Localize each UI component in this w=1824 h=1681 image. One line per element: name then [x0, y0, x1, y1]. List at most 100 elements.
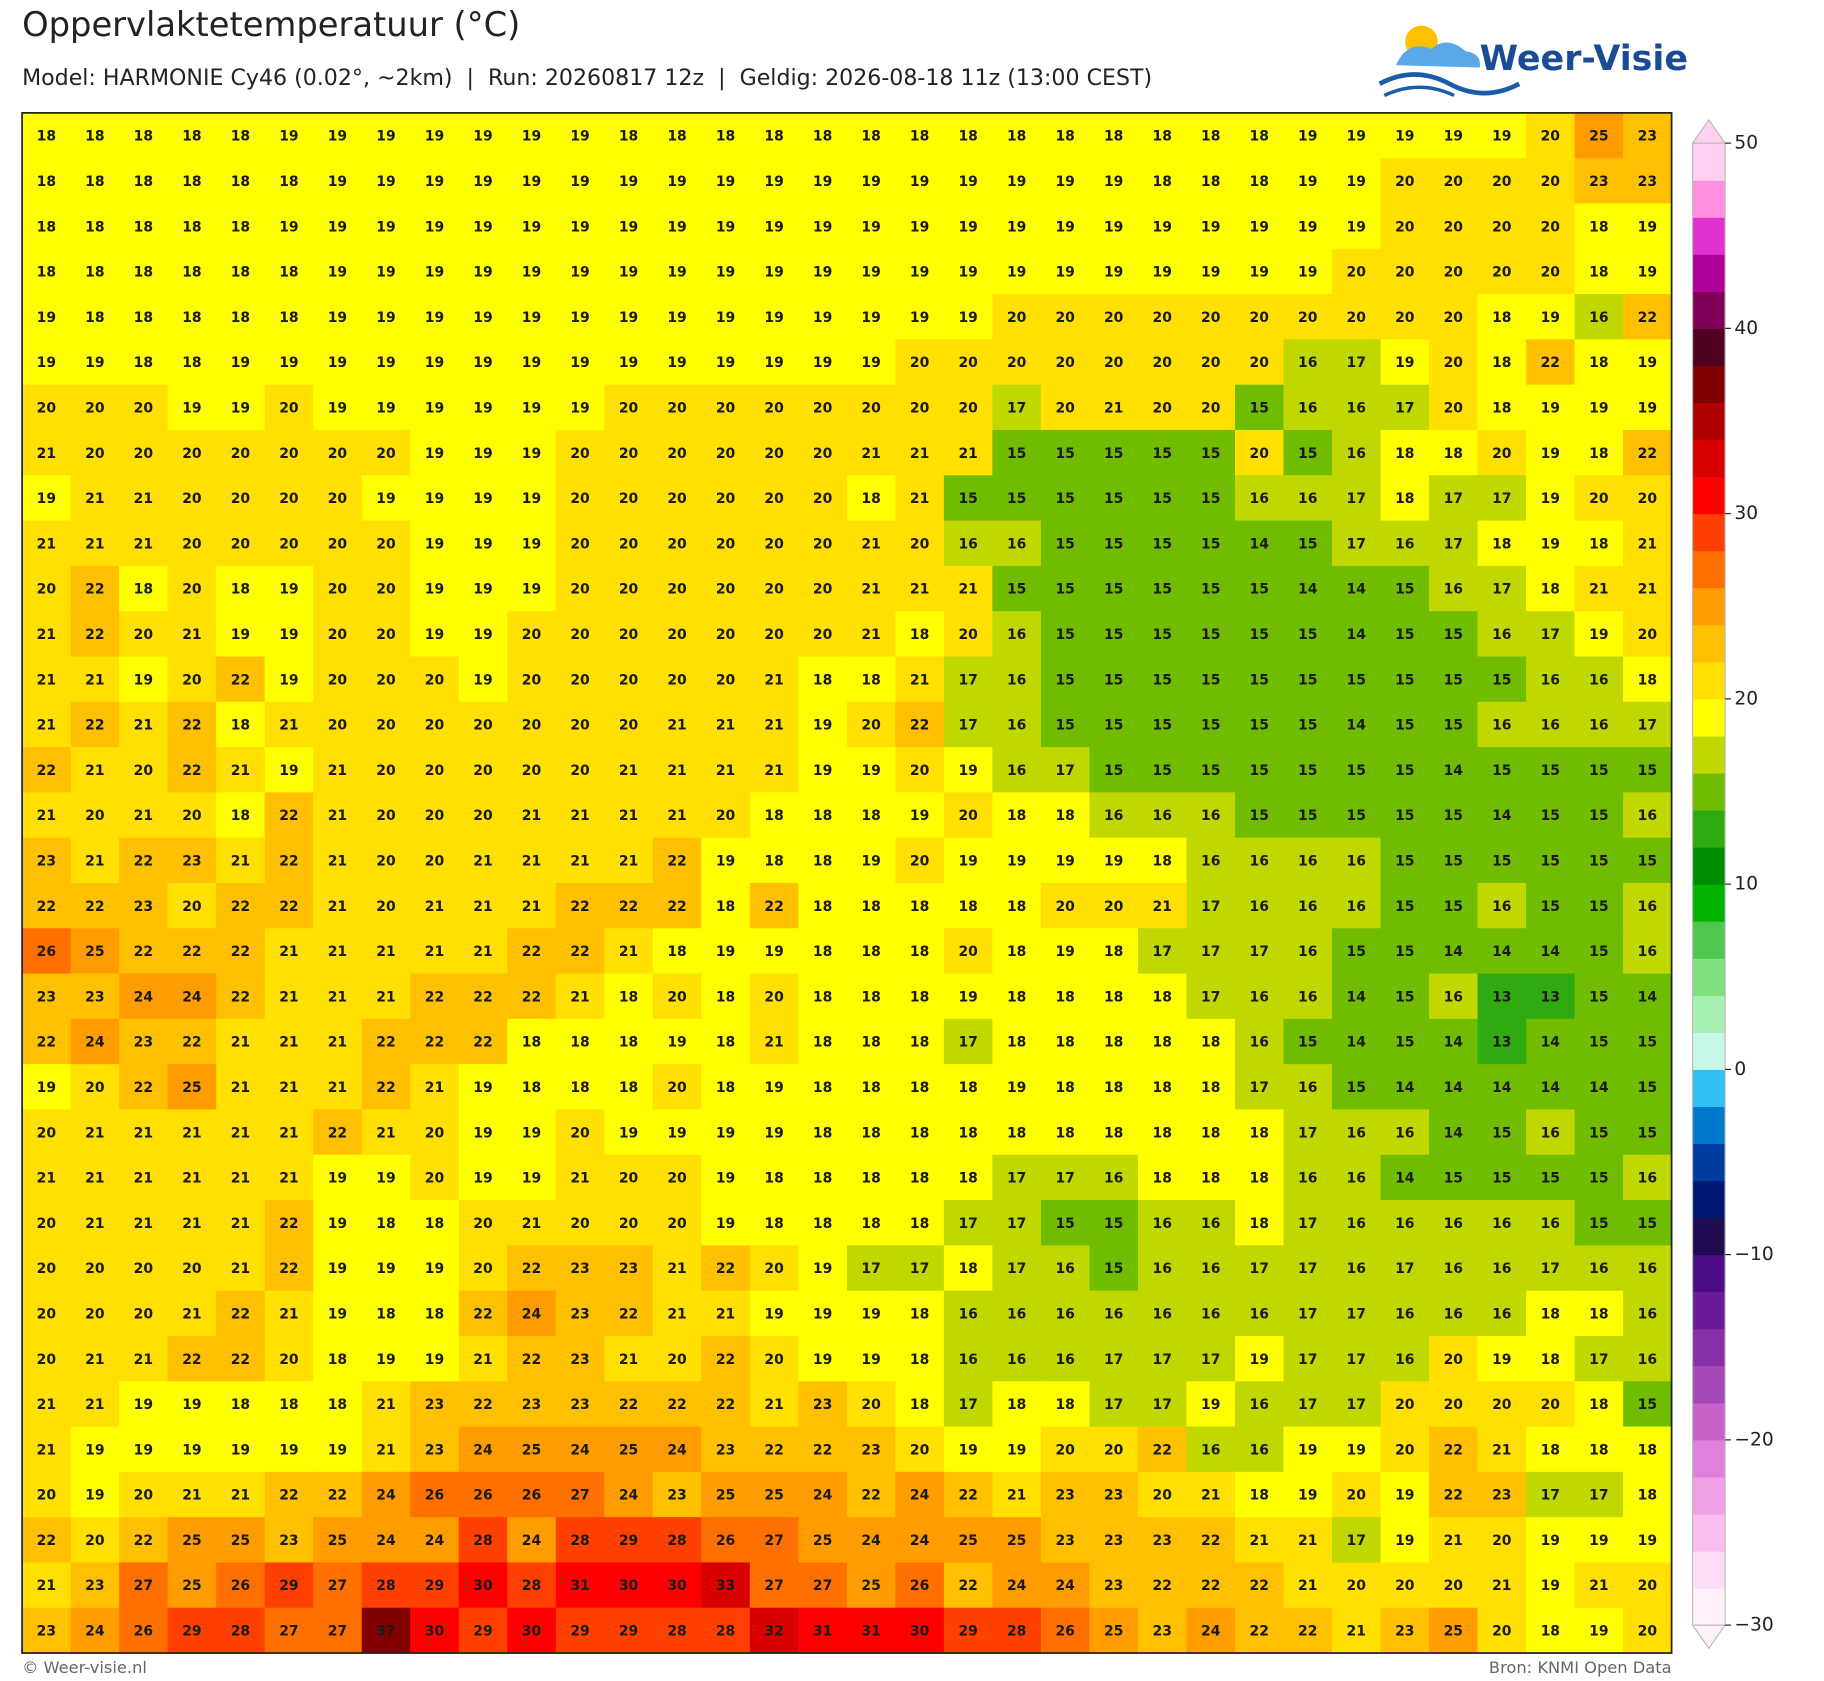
temperature-cell [119, 565, 169, 612]
temperature-cell [1186, 747, 1236, 793]
temperature-cell [798, 384, 848, 431]
temperature-label: 19 [958, 219, 977, 235]
temperature-label: 26 [134, 1624, 153, 1640]
temperature-label: 17 [1007, 1216, 1026, 1232]
temperature-cell [1623, 339, 1673, 386]
temperature-cell [1429, 792, 1479, 839]
temperature-cell [652, 1335, 702, 1382]
temperature-cell [701, 520, 751, 567]
temperature-cell [1332, 1290, 1382, 1337]
temperature-label: 21 [570, 1171, 589, 1187]
temperature-cell [1332, 1064, 1382, 1111]
temperature-cell [992, 747, 1042, 793]
temperature-cell [992, 1018, 1042, 1065]
temperature-label: 19 [958, 989, 977, 1005]
temperature-cell [119, 1245, 169, 1292]
temperature-label: 20 [910, 355, 930, 371]
temperature-cell [1380, 747, 1430, 793]
temperature-cell [70, 1381, 120, 1428]
temperature-label: 20 [85, 808, 105, 824]
temperature-cell [216, 294, 266, 340]
temperature-label: 18 [1153, 853, 1172, 869]
temperature-cell [1526, 973, 1576, 1020]
temperature-cell [895, 882, 945, 929]
temperature-cell [410, 158, 460, 205]
temperature-label: 18 [134, 129, 153, 145]
temperature-label: 19 [328, 174, 347, 190]
temperature-cell [458, 1517, 508, 1564]
temperature-label: 21 [619, 808, 638, 824]
temperature-label: 18 [1250, 174, 1269, 190]
temperature-cell [313, 1517, 363, 1564]
temperature-cell [943, 1154, 993, 1201]
temperature-label: 27 [279, 1624, 298, 1640]
temperature-cell [1089, 1018, 1139, 1065]
temperature-label: 21 [667, 808, 686, 824]
temperature-cell [361, 339, 411, 386]
temperature-cell [992, 1154, 1042, 1201]
temperature-cell [943, 339, 993, 386]
temperature-cell [943, 1200, 993, 1246]
temperature-cell [652, 294, 702, 340]
temperature-cell [361, 1335, 411, 1382]
temperature-label: 22 [1153, 1442, 1172, 1458]
temperature-label: 15 [1395, 582, 1414, 598]
temperature-label: 14 [1589, 1080, 1609, 1096]
temperature-cell [410, 1064, 460, 1111]
temperature-label: 21 [910, 446, 929, 462]
temperature-cell [604, 1381, 654, 1428]
temperature-label: 29 [279, 1578, 298, 1594]
temperature-cell [264, 747, 314, 793]
temperature-cell [1234, 429, 1285, 476]
temperature-label: 22 [958, 1578, 977, 1594]
temperature-cell [458, 248, 508, 295]
temperature-label: 19 [37, 1080, 56, 1096]
temperature-cell [264, 203, 314, 250]
temperature-cell [1429, 1335, 1479, 1382]
temperature-label: 15 [1492, 853, 1511, 869]
temperature-label: 24 [376, 1488, 396, 1504]
temperature-label: 20 [182, 899, 202, 915]
temperature-label: 21 [473, 1352, 492, 1368]
temperature-cell [119, 339, 169, 386]
temperature-cell [216, 1109, 266, 1156]
temperature-cell [1040, 294, 1091, 340]
temperature-cell [507, 1109, 557, 1156]
temperature-cell [1040, 429, 1091, 476]
temperature-cell [749, 1064, 799, 1111]
temperature-cell [216, 747, 266, 793]
temperature-label: 18 [1007, 1125, 1026, 1141]
temperature-label: 18 [182, 219, 201, 235]
temperature-label: 20 [1007, 310, 1027, 326]
temperature-label: 18 [1444, 446, 1463, 462]
temperature-cell [701, 294, 751, 340]
temperature-label: 19 [667, 1035, 686, 1051]
temperature-label: 14 [1347, 1035, 1367, 1051]
temperature-label: 19 [522, 400, 541, 416]
temperature-cell [749, 611, 799, 658]
temperature-cell [1623, 837, 1673, 884]
temperature-cell [1040, 1154, 1091, 1201]
temperature-label: 22 [231, 989, 250, 1005]
colorbar-tick-label: −30 [1734, 1615, 1773, 1636]
temperature-label: 14 [1444, 763, 1464, 779]
temperature-label: 20 [279, 491, 299, 507]
temperature-cell [361, 1064, 411, 1111]
temperature-cell [652, 1245, 702, 1292]
temperature-label: 19 [1541, 400, 1560, 416]
temperature-label: 15 [1007, 446, 1026, 462]
temperature-label: 28 [1007, 1624, 1026, 1640]
temperature-label: 18 [1153, 989, 1172, 1005]
temperature-cell [264, 1381, 314, 1428]
temperature-label: 20 [570, 672, 590, 688]
temperature-label: 20 [813, 536, 833, 552]
temperature-cell [167, 565, 217, 612]
temperature-cell [1332, 158, 1382, 205]
temperature-label: 18 [182, 265, 201, 281]
temperature-cell [458, 158, 508, 205]
temperature-label: 16 [1153, 1261, 1172, 1277]
temperature-label: 15 [1055, 582, 1074, 598]
temperature-cell [1234, 203, 1285, 250]
temperature-cell [1526, 656, 1576, 703]
temperature-cell [1574, 973, 1624, 1020]
